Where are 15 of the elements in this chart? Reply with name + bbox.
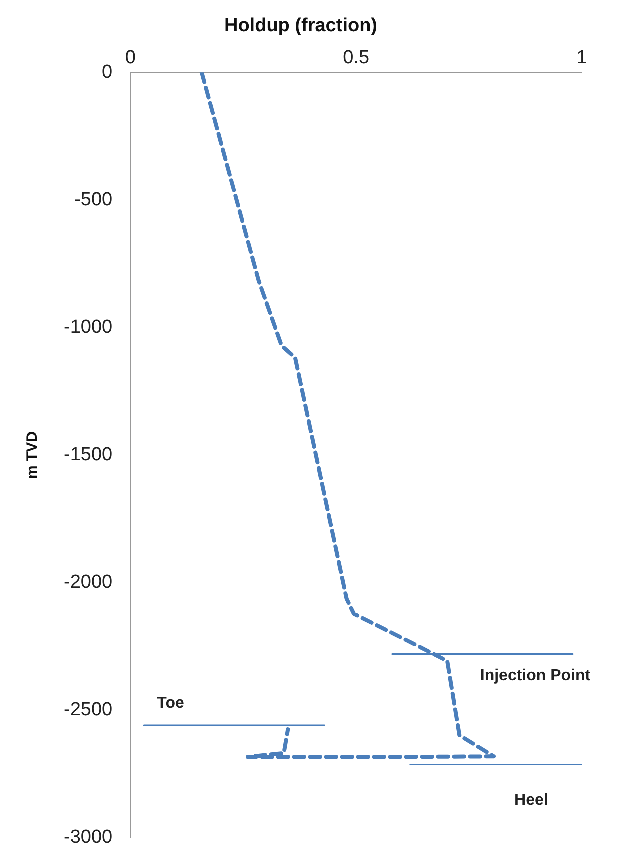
y-tick-label: -1500 bbox=[64, 444, 113, 466]
y-tick-label: -3000 bbox=[64, 827, 113, 848]
y-tick-label: 0 bbox=[102, 62, 113, 83]
y-tick-label: -2000 bbox=[64, 572, 113, 594]
x-tick-label: 0.5 bbox=[343, 47, 370, 68]
y-tick-label: -500 bbox=[74, 189, 113, 210]
y-axis-title: m TVD bbox=[24, 431, 42, 480]
annotation: Heel bbox=[514, 792, 548, 810]
annotation: Injection Point bbox=[480, 668, 592, 685]
y-tick-label: -2500 bbox=[64, 700, 113, 721]
annotation: Toe bbox=[157, 694, 184, 712]
x-tick-label: 1 bbox=[576, 47, 588, 68]
y-tick-label: -1000 bbox=[64, 316, 113, 338]
chart-title: Holdup (fraction) bbox=[224, 16, 378, 37]
x-tick-label: 0 bbox=[125, 47, 136, 68]
